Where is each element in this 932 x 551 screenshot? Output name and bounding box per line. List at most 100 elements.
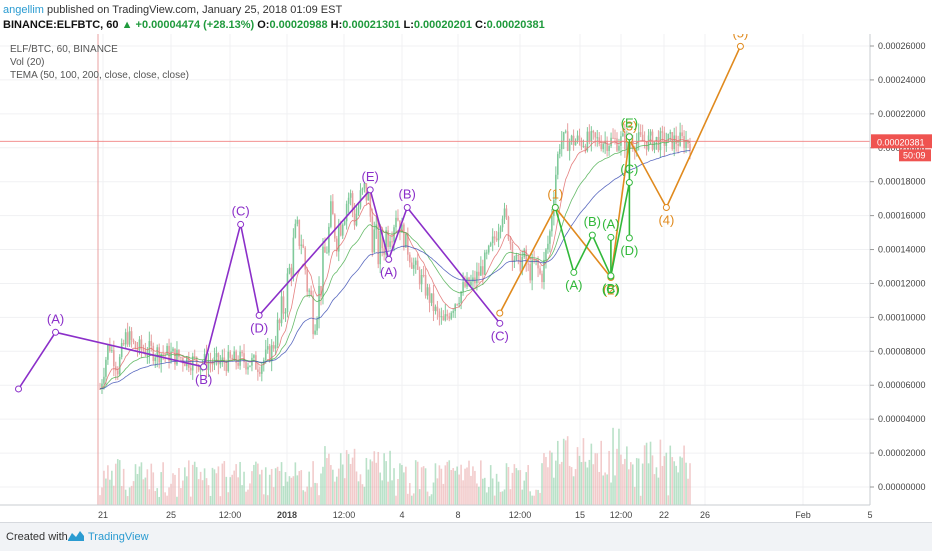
candle-body: [533, 260, 535, 262]
wave-point-handle[interactable]: [625, 234, 633, 242]
volume-bar: [247, 489, 249, 505]
candle-body: [385, 230, 387, 255]
candle-body: [290, 267, 293, 277]
volume-bar: [531, 495, 533, 505]
volume-bar: [687, 478, 689, 505]
tradingview-brand-link[interactable]: TradingView: [88, 531, 149, 543]
wave-point-handle[interactable]: [237, 220, 245, 228]
wave-point-handle[interactable]: [403, 203, 411, 211]
wave-point-handle[interactable]: [588, 231, 596, 239]
volume-bar: [562, 438, 565, 505]
volume-bar: [197, 479, 200, 505]
price-chart[interactable]: (A)(B)(C)(D)(E)(A)(B)(C)(1)(2)(3)(4)(5)(…: [0, 34, 932, 522]
wave-point-handle[interactable]: [662, 203, 670, 211]
high-value: 0.00021301: [342, 19, 401, 31]
candle-body: [302, 244, 305, 248]
volume-bar: [184, 467, 186, 505]
tradingview-logo-icon[interactable]: [66, 528, 86, 549]
volume-bar: [410, 495, 413, 505]
volume-bar: [369, 459, 372, 505]
volume-bar: [170, 483, 172, 505]
volume-bar: [111, 470, 113, 505]
candle-body: [472, 277, 474, 282]
volume-bar: [525, 472, 528, 505]
price-axis[interactable]: 0.000260000.000240000.000220000.00020000…: [869, 34, 932, 505]
wave-label: (A): [602, 216, 619, 231]
volume-bar: [434, 463, 437, 505]
candle-body: [525, 249, 528, 264]
time-tick-label: 21: [98, 510, 108, 520]
volume-bar: [160, 472, 162, 505]
candle-body: [499, 227, 502, 233]
wave-point-handle[interactable]: [366, 186, 374, 194]
candle-body: [359, 190, 362, 208]
candle-body: [383, 248, 385, 255]
volume-bar: [507, 467, 510, 505]
volume-bar: [535, 489, 537, 505]
volume-bar: [207, 485, 210, 505]
tema-line: [99, 140, 691, 390]
volume-bar: [130, 485, 133, 505]
volume-bar: [558, 464, 561, 505]
candle-body: [328, 226, 330, 253]
volume-bar: [586, 467, 589, 505]
volume-bar: [549, 450, 551, 505]
wave-point-handle[interactable]: [607, 233, 615, 241]
wave-point-handle[interactable]: [736, 42, 744, 50]
wave-label: (C): [620, 162, 638, 177]
volume-bar: [448, 460, 451, 505]
volume-bar: [456, 466, 458, 505]
volume-bar: [424, 468, 427, 505]
volume-bar: [624, 458, 626, 505]
time-tick-label: Feb: [795, 510, 811, 520]
candle-body: [450, 312, 453, 319]
orange-wave-line[interactable]: [499, 45, 742, 314]
volume-bar: [347, 454, 350, 505]
volume-bar: [436, 478, 439, 505]
wave-point-handle[interactable]: [52, 328, 60, 336]
volume-bar: [543, 453, 545, 505]
volume-bar: [513, 464, 516, 505]
candle-body: [564, 131, 567, 133]
volume-bar: [225, 476, 228, 505]
candle-body: [296, 219, 299, 224]
candle-body: [361, 188, 364, 191]
volume-bar: [122, 468, 125, 505]
candle-body: [312, 295, 314, 335]
elliott-waves[interactable]: (A)(B)(C)(D)(E)(A)(B)(C)(1)(2)(3)(4)(5)(…: [15, 34, 749, 393]
time-tick-label: 26: [700, 510, 710, 520]
volume-bar: [401, 465, 403, 505]
wave-point-handle[interactable]: [625, 179, 633, 187]
wave-point-handle[interactable]: [385, 255, 393, 263]
candle-body: [531, 260, 533, 281]
wave-point-handle[interactable]: [570, 268, 578, 276]
wave-point-handle[interactable]: [496, 309, 504, 317]
wave-point-handle[interactable]: [255, 311, 263, 319]
wave-point-handle[interactable]: [200, 363, 208, 371]
wave-point-handle[interactable]: [607, 272, 615, 280]
volume-bar: [215, 473, 218, 505]
candle-body: [669, 132, 672, 134]
candle-body: [261, 365, 263, 374]
volume-bar: [339, 453, 342, 505]
volume-bar: [430, 494, 433, 505]
wave-label: (B): [195, 372, 212, 387]
candle-body: [152, 345, 155, 362]
volume-bar: [659, 439, 662, 505]
wave-point-handle[interactable]: [625, 133, 633, 141]
wave-point-handle[interactable]: [15, 385, 23, 393]
candle-body: [379, 230, 382, 265]
candle-body: [480, 266, 482, 276]
time-axis[interactable]: 21 25 12:00 2018 12:00 4 8 12:00 15 12:00 22 26 Feb 5: [0, 504, 873, 520]
volume-bar: [118, 460, 121, 505]
volume-bar: [195, 467, 198, 505]
volume-bar: [588, 459, 591, 505]
candle-body: [187, 356, 190, 368]
candle-body: [535, 259, 537, 262]
candle-body: [618, 145, 620, 151]
wave-point-handle[interactable]: [496, 319, 504, 327]
author-link[interactable]: angellim: [3, 4, 44, 16]
wave-point-handle[interactable]: [551, 203, 559, 211]
volume-bar: [359, 474, 362, 505]
volume-bar: [555, 460, 557, 505]
